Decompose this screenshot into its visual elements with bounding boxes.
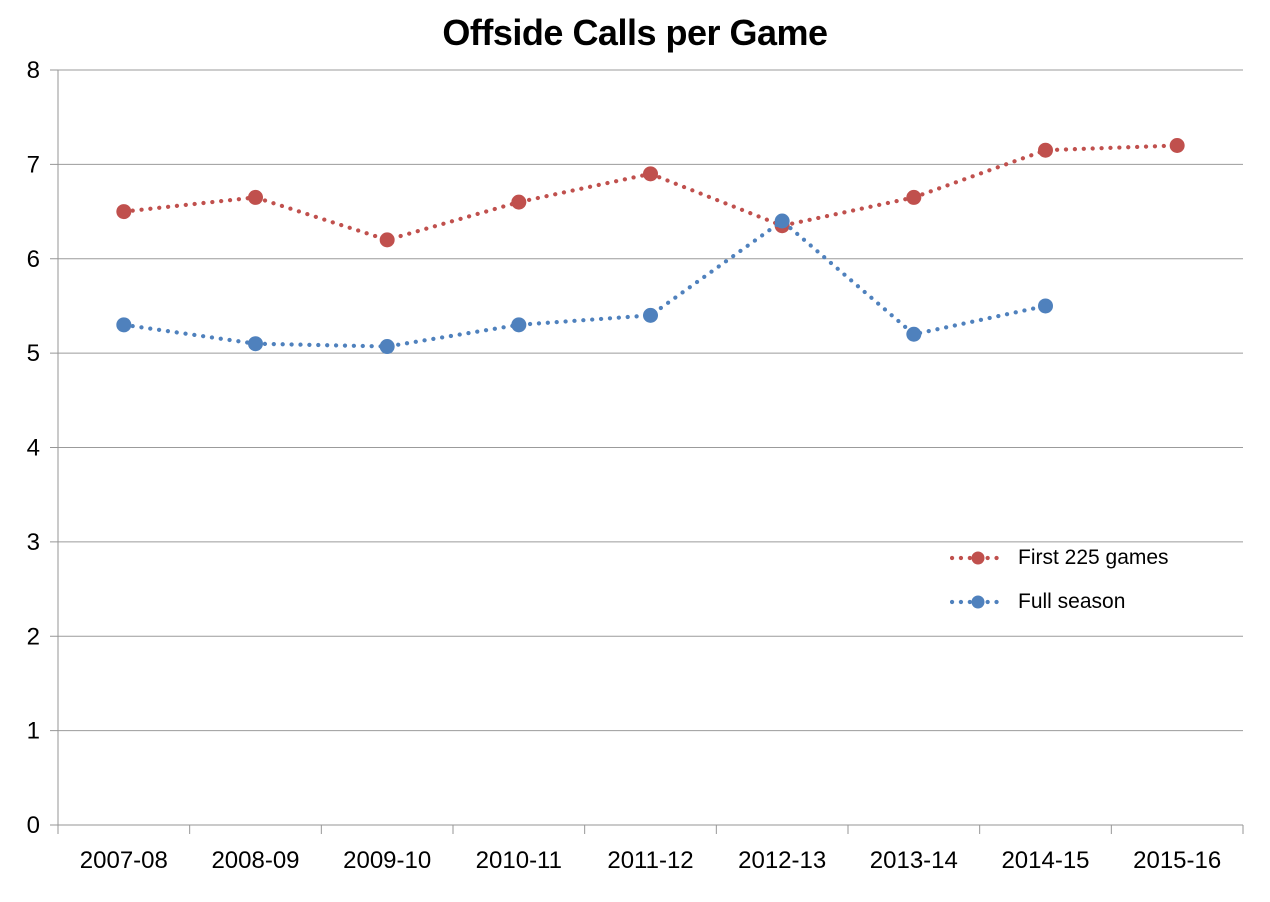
- legend-entry-full-season: Full season: [950, 589, 1169, 615]
- x-axis-label: 2011-12: [607, 847, 693, 874]
- x-axis-label: 2013-14: [870, 847, 958, 874]
- y-axis-label: 5: [27, 340, 40, 367]
- data-point-marker-full-season-2012-13: [774, 213, 790, 229]
- chart-title: Offside Calls per Game: [442, 12, 828, 53]
- x-axis-label: 2010-11: [476, 847, 562, 874]
- legend-label: Full season: [1018, 590, 1126, 613]
- data-point-marker-first-225-games-2011-12: [643, 166, 658, 182]
- y-axis-label: 6: [27, 246, 40, 273]
- data-point-marker-first-225-games-2014-15: [1038, 142, 1053, 158]
- data-point-marker-first-225-games-2013-14: [906, 189, 922, 205]
- data-point-marker-full-season-2007-08: [116, 317, 132, 333]
- x-axis-label: 2015-16: [1133, 847, 1221, 874]
- x-axis-label: 2012-13: [738, 847, 826, 874]
- x-axis-label: 2007-08: [80, 847, 168, 874]
- data-point-marker-full-season-2009-10: [379, 339, 395, 355]
- y-axis-label: 2: [27, 623, 40, 650]
- series-line-full-season: [121, 218, 1048, 349]
- y-axis-label: 8: [27, 57, 40, 84]
- y-axis-label: 4: [27, 435, 40, 462]
- data-point-marker-first-225-games-2015-16: [1169, 138, 1185, 153]
- data-point-marker-full-season-2014-15: [1038, 298, 1053, 314]
- data-point-marker-full-season-2013-14: [906, 326, 922, 342]
- data-point-marker-full-season-2011-12: [643, 307, 658, 323]
- data-point-marker-first-225-games-2009-10: [379, 232, 395, 248]
- series-line-first-225-games: [121, 143, 1180, 243]
- y-axis-label: 0: [27, 812, 40, 839]
- data-point-marker-first-225-games-2010-11: [511, 194, 527, 210]
- legend-label: First 225 games: [1018, 546, 1169, 569]
- x-axis-label: 2014-15: [1001, 847, 1089, 874]
- x-axis-label: 2009-10: [343, 847, 431, 874]
- data-point-marker-full-season-2010-11: [511, 317, 527, 333]
- legend-entry-first-225-games: First 225 games: [950, 545, 1169, 571]
- data-point-marker-first-225-games-2007-08: [116, 204, 132, 220]
- y-axis-label: 1: [27, 718, 40, 745]
- y-axis-label: 7: [27, 151, 40, 178]
- data-point-marker-first-225-games-2008-09: [248, 189, 263, 205]
- legend: First 225 games Full season: [950, 545, 1169, 633]
- legend-dotted-line-marker-icon: [950, 595, 1006, 609]
- legend-dotted-line-marker-icon: [950, 551, 1006, 565]
- y-axis-label: 3: [27, 529, 40, 556]
- x-axis-label: 2008-09: [211, 847, 299, 874]
- data-point-marker-full-season-2008-09: [248, 336, 263, 352]
